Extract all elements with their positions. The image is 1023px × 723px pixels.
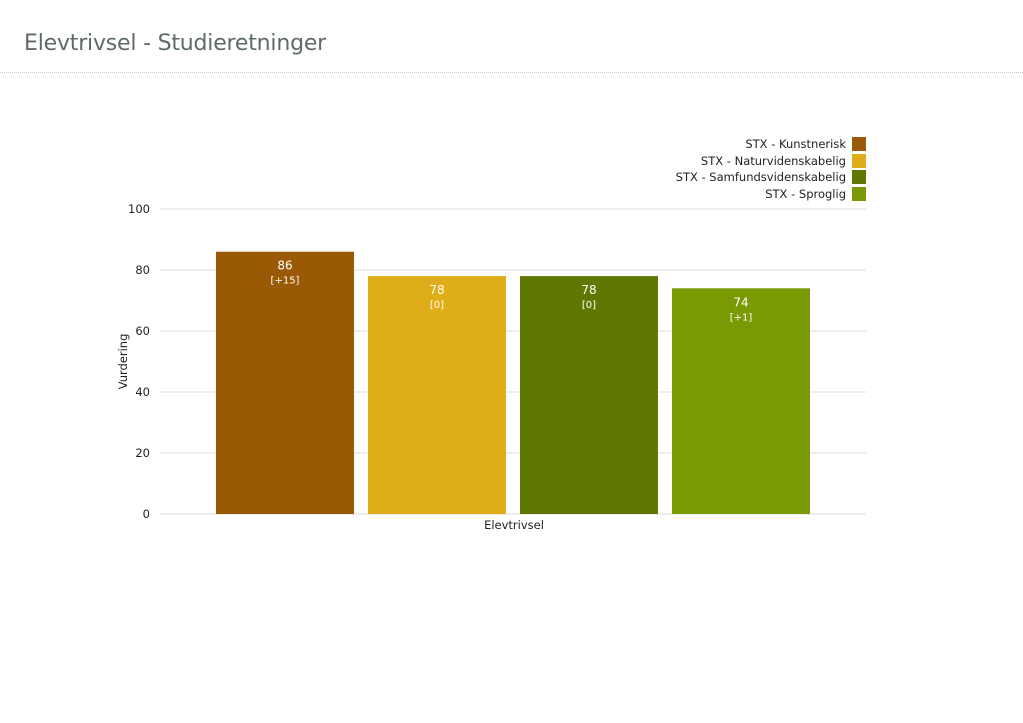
bar-2[interactable]: [368, 276, 506, 514]
x-tick-label: Elevtrivsel: [484, 518, 544, 532]
y-tick-label: 80: [135, 263, 150, 277]
bar-change-label: [+1]: [730, 312, 753, 323]
data-labels: 86 [+15] 78 [0] 78 [0] 74 [+1]: [271, 259, 753, 324]
legend-label: STX - Kunstnerisk: [745, 137, 846, 152]
legend-label: STX - Samfundsvidenskabelig: [675, 170, 846, 185]
bar-change-label: [0]: [582, 300, 596, 311]
bar-4[interactable]: [672, 288, 810, 514]
legend-label: STX - Sproglig: [765, 186, 846, 201]
bar-3[interactable]: [520, 276, 658, 514]
legend-item[interactable]: STX - Samfundsvidenskabelig: [676, 169, 866, 186]
bar-change-label: [+15]: [271, 276, 300, 287]
bar-value-label: 78: [429, 283, 444, 297]
bars: [216, 251, 810, 514]
title-divider: [0, 72, 1023, 73]
legend-label: STX - Naturvidenskabelig: [700, 153, 846, 168]
legend-swatch: [852, 153, 866, 168]
legend-swatch: [852, 186, 866, 201]
y-axis-label: Vurdering: [116, 334, 130, 390]
bar-1[interactable]: [216, 251, 354, 514]
legend-swatch: [852, 170, 866, 185]
legend-item[interactable]: STX - Kunstnerisk: [676, 136, 866, 153]
bar-change-label: [0]: [430, 300, 444, 311]
y-tick-label: 20: [135, 446, 150, 460]
bar-value-label: 86: [277, 259, 292, 273]
bar-value-label: 74: [733, 295, 748, 309]
legend-item[interactable]: STX - Naturvidenskabelig: [676, 153, 866, 170]
axes: 0 20 40 60 80 100 Vurdering Elevtrivsel: [116, 202, 544, 532]
legend-swatch: [852, 137, 866, 152]
y-tick-label: 40: [135, 385, 150, 399]
bar-value-label: 78: [581, 283, 596, 297]
legend: STX - Kunstnerisk STX - Naturvidenskabeli…: [676, 136, 866, 202]
page-title: Elevtrivsel - Studieretninger: [24, 31, 327, 56]
y-tick-label: 60: [135, 324, 150, 338]
y-tick-label: 100: [128, 202, 150, 216]
legend-item[interactable]: STX - Sproglig: [676, 186, 866, 203]
y-tick-label: 0: [143, 507, 150, 521]
